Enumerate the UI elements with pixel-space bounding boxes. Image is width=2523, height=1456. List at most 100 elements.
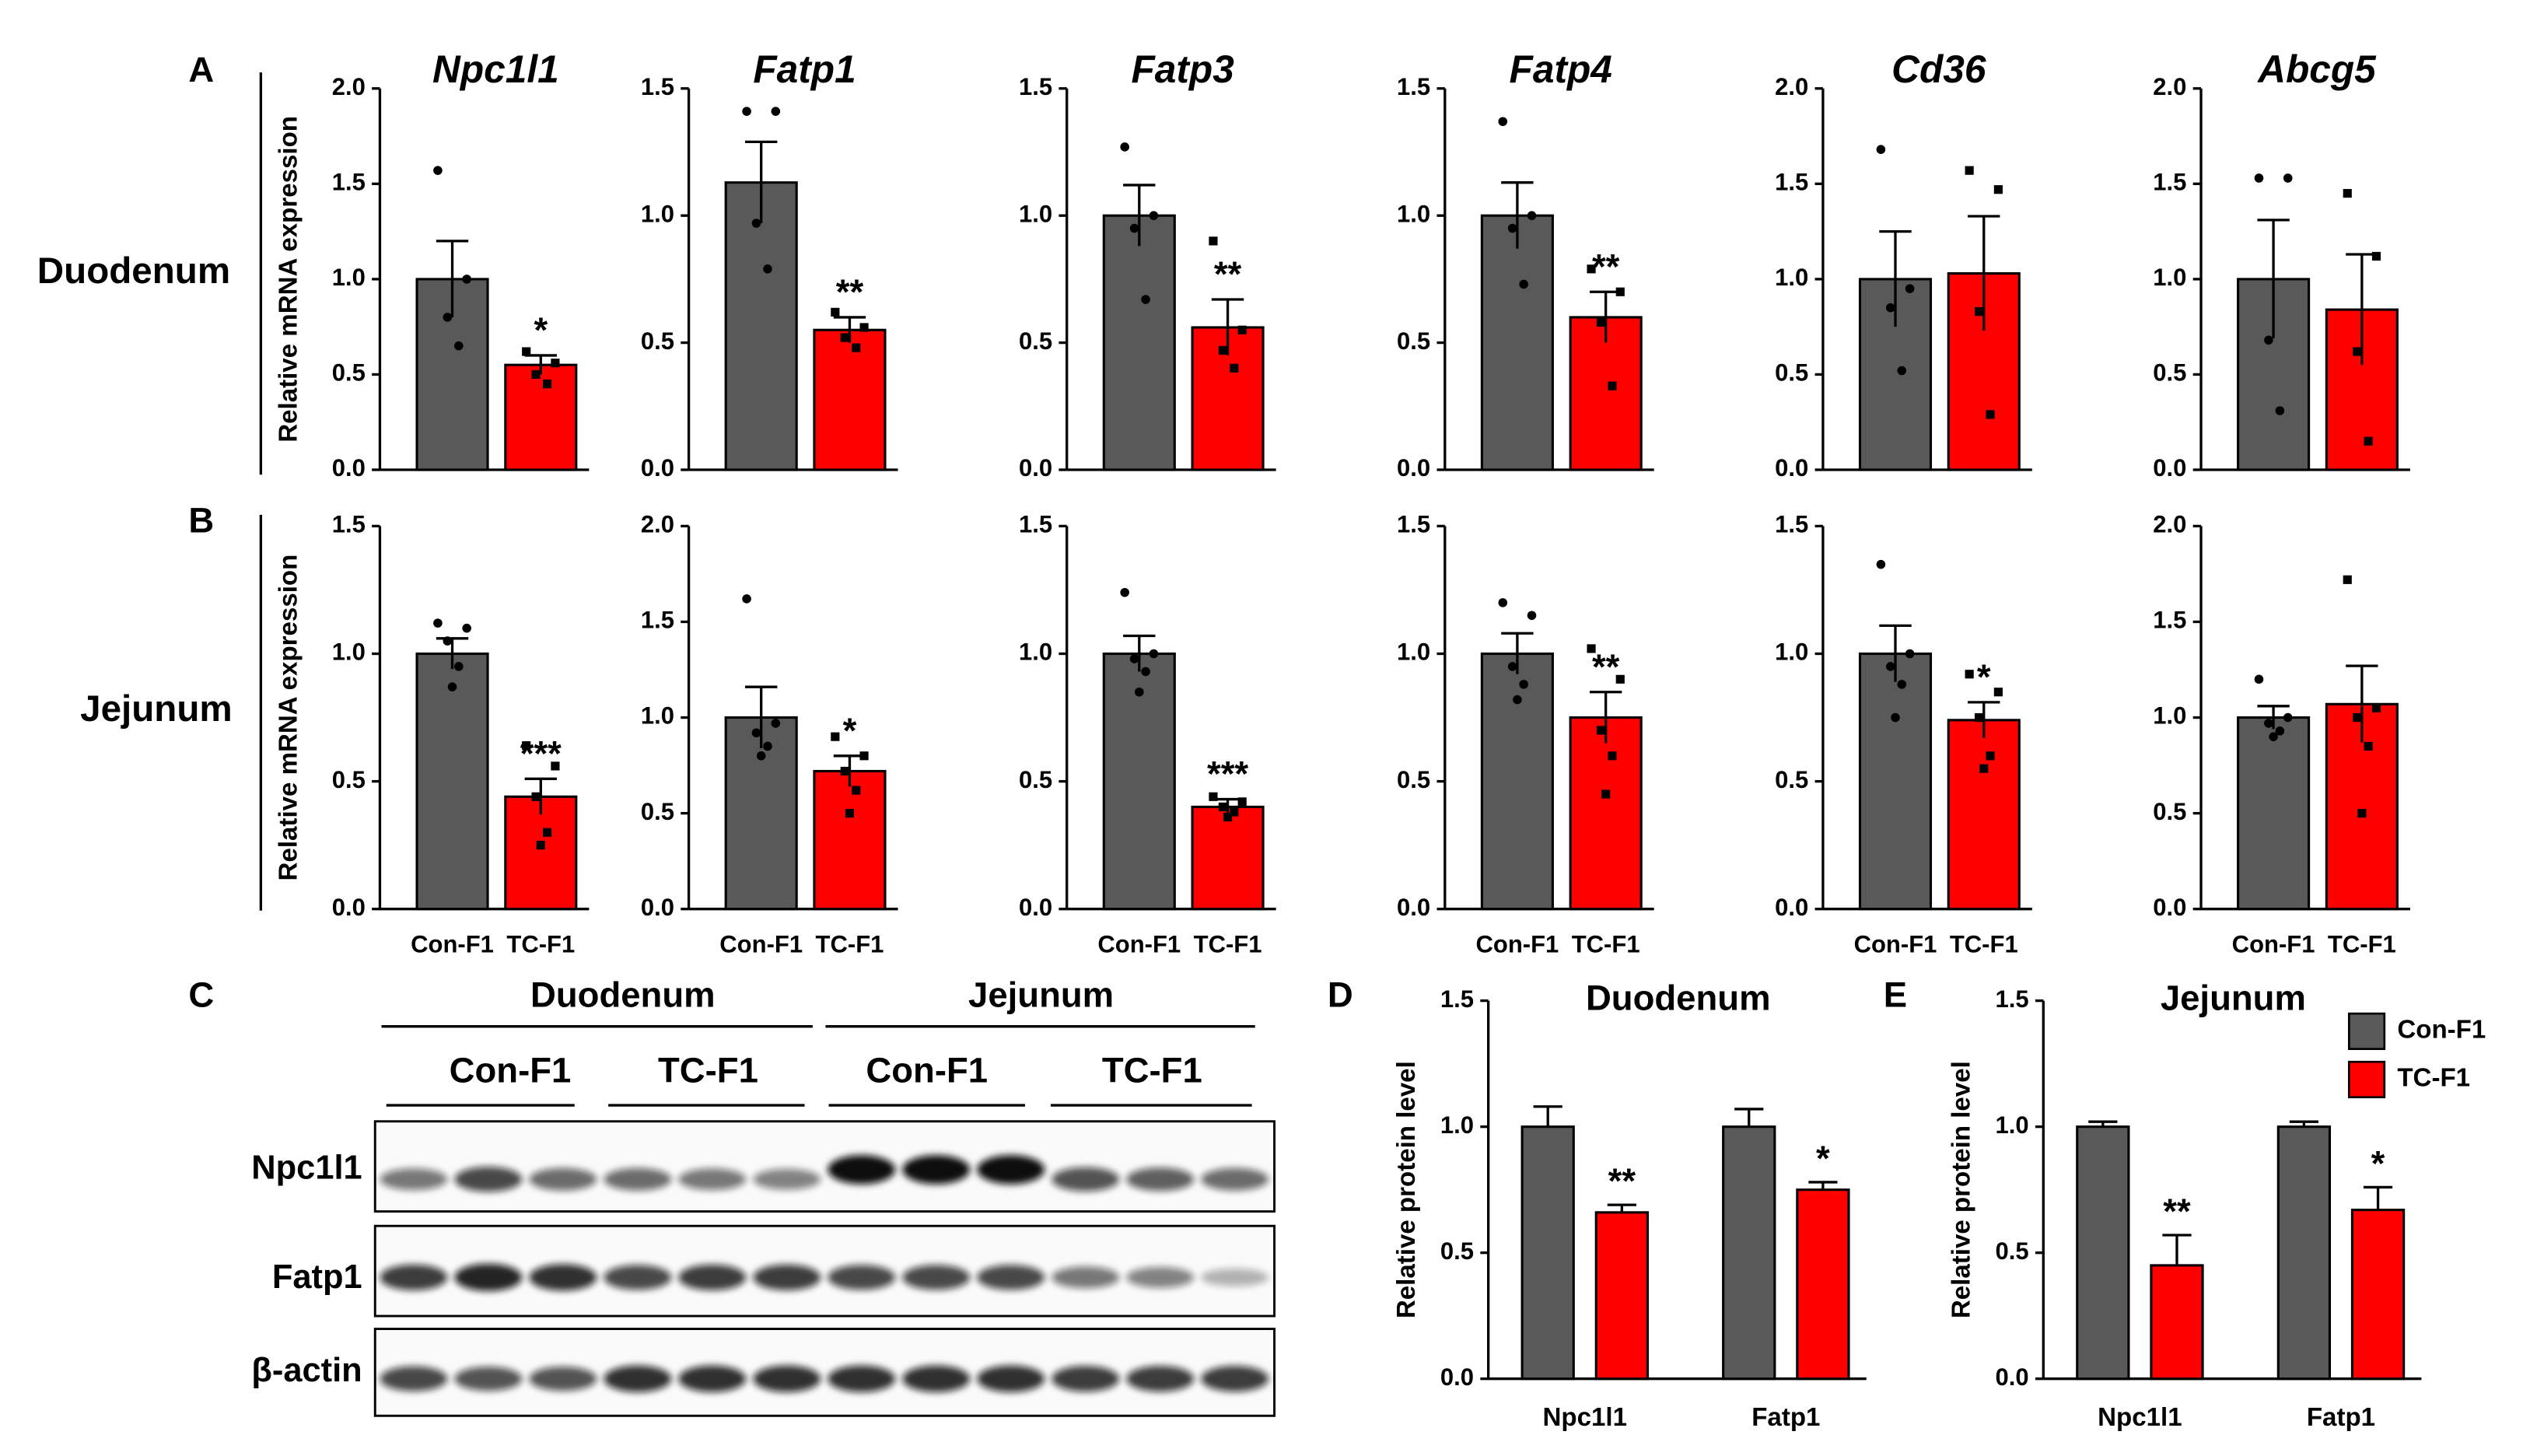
data-point xyxy=(845,809,855,818)
blot-subgroup: Con-F1 xyxy=(450,1051,572,1090)
data-point xyxy=(1218,802,1227,812)
bar xyxy=(504,363,578,471)
blot-band xyxy=(529,1367,597,1391)
data-point xyxy=(1513,695,1522,705)
data-point xyxy=(1891,712,1900,723)
y-tick-label: 1.0 xyxy=(1440,1111,1474,1139)
data-point xyxy=(859,751,869,761)
y-tick-label: 1.0 xyxy=(1019,200,1052,227)
x-tick-label: Npc1l1 xyxy=(2098,1403,2182,1432)
y-tick-label: 0.0 xyxy=(332,454,366,481)
bar xyxy=(2350,1209,2406,1381)
data-point xyxy=(2264,719,2273,728)
data-point xyxy=(462,623,471,633)
panel-letter: A xyxy=(188,50,214,89)
data-point xyxy=(531,369,541,380)
x-tick-label: Con-F1 xyxy=(719,930,803,957)
significance: * xyxy=(1816,1139,1830,1178)
blot-band xyxy=(529,1264,597,1291)
data-point xyxy=(1498,598,1508,607)
y-tick-label: 0.0 xyxy=(641,894,674,921)
y-tick-label: 0.0 xyxy=(1019,894,1052,921)
data-point xyxy=(542,828,552,837)
data-point xyxy=(1149,649,1159,659)
data-point xyxy=(2283,173,2293,183)
x-tick-label: Con-F1 xyxy=(2232,930,2315,957)
y-tick-label: 0.5 xyxy=(641,327,674,355)
y-tick-label: 1.5 xyxy=(641,73,674,100)
blot-band xyxy=(828,1265,896,1290)
panel-letter: C xyxy=(188,975,214,1014)
significance: *** xyxy=(520,733,562,773)
legend-label: Con-F1 xyxy=(2397,1016,2486,1045)
row-label: Duodenum xyxy=(37,250,230,292)
bar xyxy=(1480,214,1554,471)
data-point xyxy=(1615,287,1625,296)
y-tick-label: 2.0 xyxy=(1775,73,1808,100)
y-axis-label: Relative mRNA expression xyxy=(274,116,303,443)
data-point xyxy=(763,264,772,274)
blot-row-label: Fatp1 xyxy=(272,1258,362,1296)
y-tick-label: 1.5 xyxy=(1019,511,1052,538)
data-point xyxy=(2283,712,2293,723)
bar xyxy=(1796,1188,1850,1381)
blot-band xyxy=(1201,1167,1269,1191)
data-point xyxy=(771,107,781,116)
data-point xyxy=(1527,211,1537,220)
blot-band xyxy=(454,1263,523,1291)
data-point xyxy=(1885,662,1895,671)
data-point xyxy=(771,719,781,728)
bar xyxy=(1191,805,1265,911)
y-tick-label: 0.5 xyxy=(2153,359,2186,387)
y-tick-label: 0.0 xyxy=(332,894,366,921)
data-point xyxy=(1223,812,1233,822)
data-point xyxy=(1587,644,1596,653)
data-point xyxy=(1596,726,1606,735)
data-point xyxy=(2254,674,2264,684)
blot-band xyxy=(753,1168,821,1190)
data-point xyxy=(1218,345,1227,355)
chart-title: Cd36 xyxy=(1891,47,1986,91)
x-tick-label: Fatp1 xyxy=(1751,1403,1820,1432)
data-point xyxy=(840,766,849,776)
blot-band xyxy=(1052,1266,1120,1289)
data-point xyxy=(2371,703,2381,712)
y-tick-label: 0.5 xyxy=(1397,766,1430,793)
significance: ** xyxy=(2163,1192,2191,1231)
data-point xyxy=(542,380,552,389)
data-point xyxy=(2343,188,2352,198)
x-tick-label: TC-F1 xyxy=(1572,930,1640,957)
y-tick-label: 1.0 xyxy=(1996,1111,2029,1139)
panel-letter: D xyxy=(1328,975,1353,1014)
y-tick-label: 1.5 xyxy=(2153,169,2186,196)
data-point xyxy=(1230,807,1239,817)
data-point xyxy=(751,219,761,228)
significance: * xyxy=(843,711,857,751)
significance: * xyxy=(1977,657,1991,697)
y-tick-label: 0.0 xyxy=(1775,454,1808,481)
panel-letter: B xyxy=(188,500,214,540)
significance: ** xyxy=(1214,254,1242,294)
x-tick-label: Con-F1 xyxy=(1097,930,1181,957)
bar xyxy=(2276,1125,2332,1381)
bar xyxy=(724,716,798,911)
blot-box xyxy=(373,1328,1275,1417)
y-tick-label: 1.0 xyxy=(1019,639,1052,666)
legend-swatch xyxy=(2347,1012,2386,1051)
data-point xyxy=(2264,335,2273,345)
bar xyxy=(1569,716,1643,911)
data-point xyxy=(522,741,531,751)
data-point xyxy=(536,841,545,850)
blot-subgroup: TC-F1 xyxy=(658,1051,758,1090)
data-point xyxy=(433,166,443,175)
bar xyxy=(1102,214,1176,471)
data-point xyxy=(2275,406,2285,415)
x-tick-label: Fatp1 xyxy=(2307,1403,2375,1432)
data-point xyxy=(1237,325,1247,334)
y-tick-label: 0.0 xyxy=(1397,894,1430,921)
blot-band xyxy=(380,1366,448,1391)
data-point xyxy=(454,341,464,351)
data-point xyxy=(1974,712,1984,723)
data-point xyxy=(531,792,541,801)
data-point xyxy=(1993,688,2003,697)
